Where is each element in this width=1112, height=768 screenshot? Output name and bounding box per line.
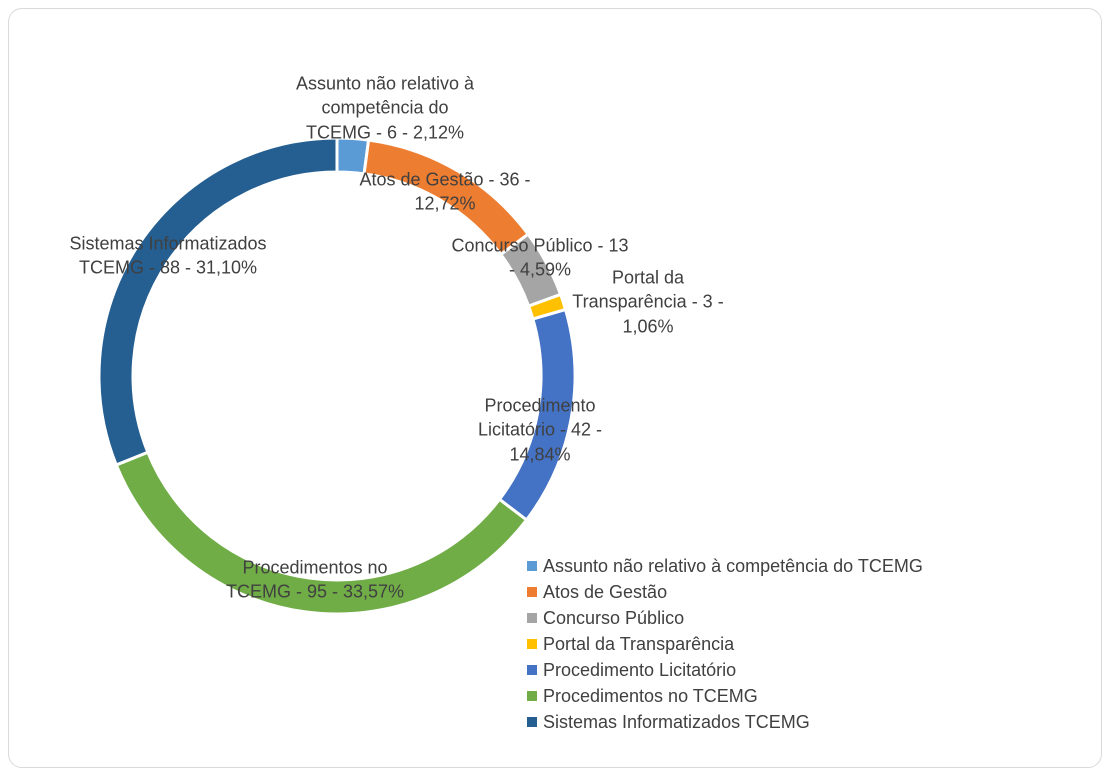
donut-segment [97, 136, 339, 467]
data-label: Portal da Transparência - 3 - 1,06% [572, 267, 724, 337]
data-label: Atos de Gestão - 36 - 12,72% [359, 169, 531, 214]
legend-swatch [527, 691, 537, 701]
legend-swatch [527, 639, 537, 649]
page: Assunto não relativo à competência do TC… [8, 8, 1102, 768]
legend-label: Procedimentos no TCEMG [543, 686, 758, 706]
data-label: Concurso Público - 13 - 4,59% [451, 235, 629, 280]
legend-label: Concurso Público [543, 608, 685, 628]
data-label: Procedimentos no TCEMG - 95 - 33,57% [225, 557, 405, 602]
legend-swatch [527, 613, 537, 623]
legend-swatch [527, 561, 537, 571]
legend-label: Procedimento Licitatório [543, 660, 737, 680]
data-label: Procedimento Licitatório - 42 - 14,84% [477, 395, 603, 465]
data-label: Assunto não relativo à competência do TC… [295, 73, 475, 143]
data-label: Sistemas Informatizados TCEMG - 88 - 31,… [69, 233, 267, 278]
legend-label: Atos de Gestão [543, 582, 668, 602]
legend-label: Sistemas Informatizados TCEMG [543, 712, 810, 732]
legend-label: Portal da Transparência [543, 634, 735, 654]
legend-swatch [527, 717, 537, 727]
legend-swatch [527, 587, 537, 597]
legend-label: Assunto não relativo à competência do TC… [543, 556, 923, 576]
chart [97, 136, 577, 616]
legend-swatch [527, 665, 537, 675]
